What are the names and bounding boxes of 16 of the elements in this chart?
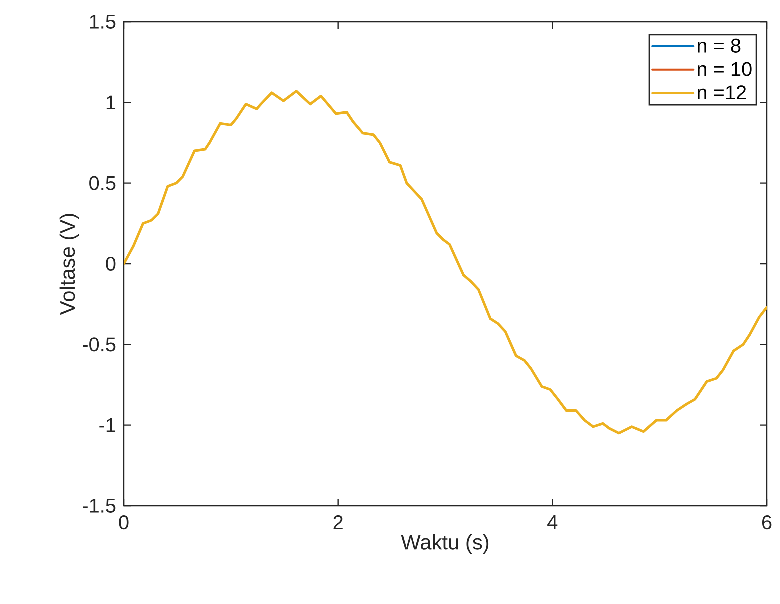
- y-tick-label: 0: [106, 256, 116, 272]
- y-tick-label: 1.5: [90, 15, 116, 29]
- y-axis-title: Voltase (V): [60, 214, 80, 316]
- x-tick-label: 4: [548, 516, 558, 530]
- y-tick-label: 1: [106, 96, 116, 110]
- y-tick-label: -0.5: [83, 338, 116, 352]
- legend-label: n = 8: [698, 38, 741, 53]
- x-tick-label: 6: [762, 516, 772, 530]
- y-tick-label: -1: [100, 418, 116, 432]
- x-tick-label: 2: [334, 516, 343, 530]
- legend-label: n =12: [698, 86, 746, 100]
- x-tick-label: 0: [119, 516, 129, 530]
- x-axis-title: Waktu (s): [401, 534, 489, 554]
- y-tick-label: 0.5: [90, 176, 116, 190]
- legend-label: n = 10: [698, 62, 752, 76]
- y-tick-label: -1.5: [83, 499, 116, 513]
